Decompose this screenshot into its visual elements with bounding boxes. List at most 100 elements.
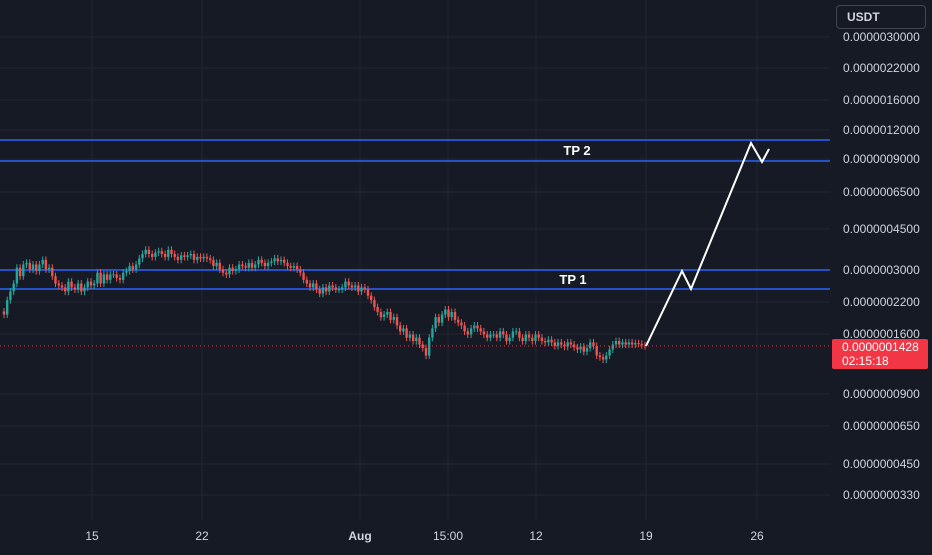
projection-path xyxy=(645,140,770,347)
candle-body xyxy=(86,281,89,288)
candle-body xyxy=(199,256,202,259)
candle-body xyxy=(244,266,247,268)
bar-countdown: 02:15:18 xyxy=(842,354,889,368)
price-axis[interactable]: 0.0000030000 0.0000022000 0.0000016000 0.00… xyxy=(843,30,920,502)
x-tick-label: 22 xyxy=(195,529,209,543)
candle-body xyxy=(447,309,450,318)
candle-body xyxy=(457,319,460,323)
candle-body xyxy=(212,259,215,266)
candle-body xyxy=(437,317,440,323)
candles xyxy=(2,246,647,364)
candle-body xyxy=(283,259,286,263)
candle-body xyxy=(518,331,521,338)
candle-body xyxy=(495,334,498,338)
candle-body xyxy=(431,328,434,338)
candle-body xyxy=(299,269,302,273)
candle-body xyxy=(344,281,347,288)
candle-body xyxy=(353,285,357,288)
candle-body xyxy=(637,343,640,345)
candle-body xyxy=(566,342,569,347)
candle-body xyxy=(183,255,186,257)
time-axis[interactable]: 15 22 Aug 15:00 12 19 26 xyxy=(85,529,764,543)
y-tick-label: 0.0000001600 xyxy=(843,327,920,341)
tp-label: TP 1 xyxy=(559,272,586,287)
y-tick-label: 0.0000009000 xyxy=(843,152,920,166)
candle-body xyxy=(460,322,463,326)
candle-body xyxy=(263,262,267,267)
candle-body xyxy=(167,249,170,257)
candle-body xyxy=(115,274,118,278)
candle-body xyxy=(482,331,486,335)
candle-body xyxy=(105,274,109,280)
y-tick-label: 0.0000002200 xyxy=(843,295,920,309)
x-tick-label: Aug xyxy=(348,529,371,543)
candle-body xyxy=(428,337,431,356)
candle-body xyxy=(35,264,38,271)
candle-body xyxy=(382,314,386,318)
x-tick-label: 12 xyxy=(529,529,543,543)
candle-body xyxy=(582,346,585,352)
candle-body xyxy=(28,262,31,270)
candle-body xyxy=(395,317,399,326)
candle-body xyxy=(386,312,389,315)
candle-body xyxy=(534,334,537,341)
candle-body xyxy=(170,249,173,254)
candle-body xyxy=(424,348,428,356)
y-tick-label: 0.0000030000 xyxy=(843,30,920,44)
candle-body xyxy=(173,254,176,257)
candle-body xyxy=(57,283,60,286)
candle-body xyxy=(489,334,492,338)
candle-body xyxy=(64,287,67,292)
candle-body xyxy=(434,317,437,329)
candle-body xyxy=(257,259,260,265)
candle-body xyxy=(209,258,212,260)
y-tick-label: 0.0000004500 xyxy=(843,222,920,236)
candle-body xyxy=(109,274,112,280)
candle-body xyxy=(147,249,151,254)
candle-body xyxy=(38,264,41,271)
candle-body xyxy=(334,287,337,290)
candle-body xyxy=(579,346,582,350)
y-tick-label: 0.0000000650 xyxy=(843,419,920,433)
candle-body xyxy=(337,289,341,291)
candle-body xyxy=(614,341,618,345)
candle-body xyxy=(498,331,502,338)
candle-body xyxy=(511,331,515,338)
currency-selector[interactable]: USDT xyxy=(836,5,926,29)
y-tick-label: 0.0000022000 xyxy=(843,61,920,75)
candle-body xyxy=(350,285,354,288)
candle-body xyxy=(418,337,421,345)
candle-body xyxy=(315,283,318,290)
candle-body xyxy=(556,342,560,346)
candle-body xyxy=(131,266,134,270)
x-tick-label: 15 xyxy=(85,529,99,543)
y-tick-label: 0.0000000330 xyxy=(843,488,920,502)
candle-body xyxy=(543,341,547,343)
candle-body xyxy=(118,278,122,280)
candle-body xyxy=(6,300,9,315)
candle-body xyxy=(408,334,412,338)
y-tick-label: 0.0000003000 xyxy=(843,263,920,277)
candle-body xyxy=(508,337,511,341)
candle-body xyxy=(560,342,563,345)
candle-body xyxy=(370,295,373,301)
tp-annotations: TP 2 TP 1 xyxy=(559,143,590,287)
candle-body xyxy=(463,325,466,332)
candle-body xyxy=(357,285,360,292)
candle-body xyxy=(180,255,183,260)
candle-body xyxy=(634,343,637,345)
candle-body xyxy=(312,283,315,288)
candle-body xyxy=(295,266,299,270)
candle-body xyxy=(128,266,131,271)
candle-body xyxy=(54,276,57,284)
candle-body xyxy=(618,341,621,345)
candle-body xyxy=(592,342,595,346)
candle-body xyxy=(31,264,35,270)
candle-body xyxy=(254,264,257,268)
candle-body xyxy=(276,258,279,262)
candle-body xyxy=(331,285,334,288)
tp-label: TP 2 xyxy=(563,143,590,158)
candle-body xyxy=(453,312,457,320)
